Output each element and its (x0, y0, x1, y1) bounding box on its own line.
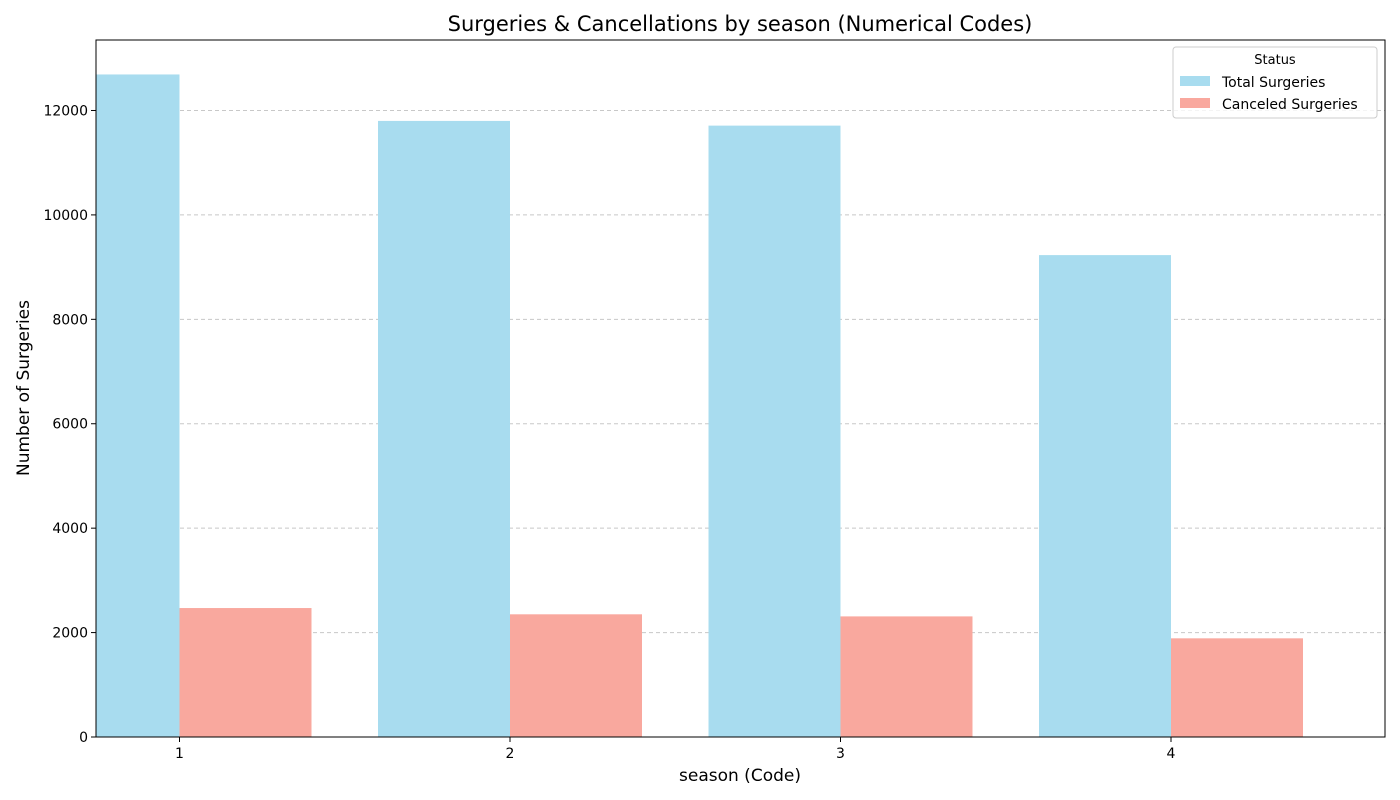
bar-total-surgeries-4 (1039, 255, 1171, 737)
x-tick-label: 3 (836, 746, 845, 762)
bar-canceled-surgeries-1 (179, 608, 312, 737)
y-tick-label: 8000 (52, 312, 88, 328)
bar-total-surgeries-3 (708, 125, 841, 738)
legend-swatch-canceled-surgeries (1180, 98, 1210, 108)
y-tick-label: 10000 (43, 208, 88, 224)
plot-frame (95, 39, 1386, 738)
y-tick-label: 12000 (43, 103, 88, 119)
y-tick-label: 0 (79, 730, 88, 746)
bar-canceled-surgeries-4 (1171, 638, 1303, 737)
legend-label-total-surgeries: Total Surgeries (1221, 75, 1325, 91)
legend-title: Status (1254, 53, 1296, 68)
x-axis-label: season (Code) (679, 766, 801, 786)
x-tick-label: 4 (1167, 746, 1176, 762)
legend-box (1172, 46, 1378, 119)
y-axis-label: Number of Surgeries (14, 300, 34, 476)
chart-title: Surgeries & Cancellations by season (Num… (448, 12, 1033, 36)
legend-swatch-total-surgeries (1180, 76, 1210, 86)
bar-total-surgeries-1 (96, 74, 180, 737)
y-tick-label: 2000 (52, 626, 88, 642)
y-tick-label: 4000 (52, 521, 88, 537)
bars (96, 74, 1303, 738)
y-tick-label: 6000 (52, 417, 88, 433)
x-tick-label: 2 (506, 746, 515, 762)
legend: Status Total Surgeries Canceled Surgerie… (1172, 46, 1378, 119)
y-axis: 0 2000 4000 6000 8000 10000 12000 (43, 103, 96, 746)
x-axis: 1 2 3 4 (175, 737, 1176, 762)
legend-label-canceled-surgeries: Canceled Surgeries (1222, 97, 1358, 113)
bar-canceled-surgeries-3 (840, 616, 973, 737)
bar-total-surgeries-2 (378, 120, 510, 737)
bar-canceled-surgeries-2 (510, 614, 642, 737)
x-tick-label: 1 (175, 746, 184, 762)
